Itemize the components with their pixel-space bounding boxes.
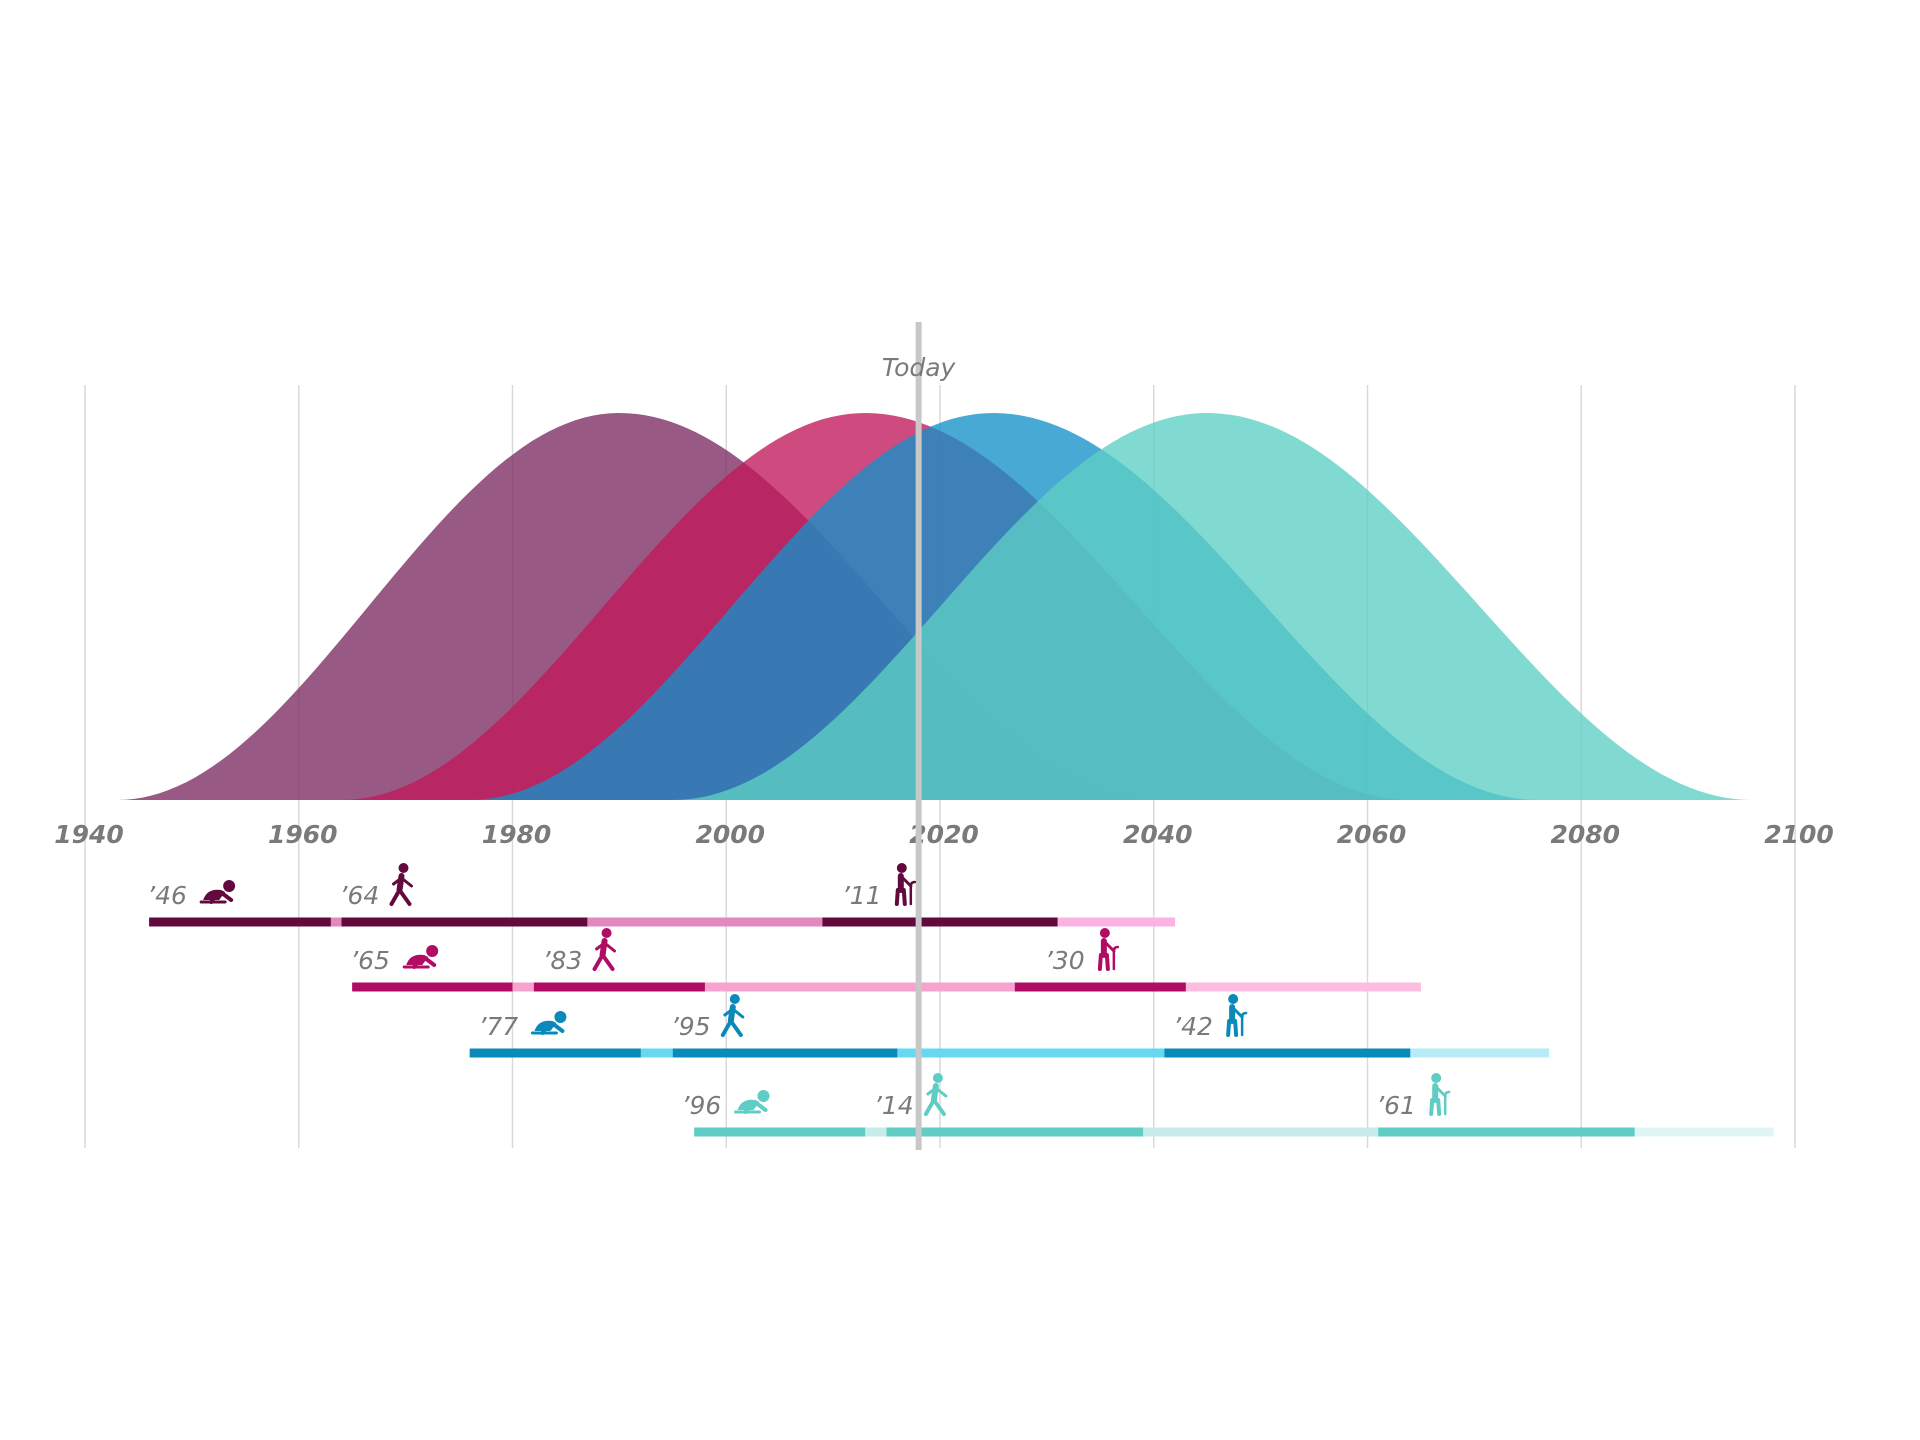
person-walking-icon xyxy=(389,863,413,906)
x-tick-label: 2000 xyxy=(695,820,765,849)
stage-segment-3 xyxy=(822,917,1058,927)
stage-segment-1 xyxy=(149,917,331,927)
x-tick-label: 2060 xyxy=(1337,820,1407,849)
stage-year-label: ’64 xyxy=(340,881,380,910)
stage-marker: ’11 xyxy=(842,863,917,910)
elderly-person-cane-icon xyxy=(1429,1073,1451,1116)
stage-marker: ’95 xyxy=(671,994,745,1041)
stage-segment-3 xyxy=(1014,982,1186,992)
lifespan-bars xyxy=(149,917,1774,1137)
generation-curve-4 xyxy=(672,413,1753,800)
stage-marker: ’30 xyxy=(1045,928,1120,975)
stage-segment-2 xyxy=(886,1127,1144,1137)
stage-segment-3 xyxy=(1164,1048,1411,1058)
today-marker: Today xyxy=(882,322,957,1150)
elderly-person-cane-icon xyxy=(1097,928,1120,971)
stage-year-label: ’61 xyxy=(1376,1091,1416,1120)
stage-year-label: ’14 xyxy=(874,1091,914,1120)
baby-crawling-icon xyxy=(402,945,439,969)
x-tick-label: 2100 xyxy=(1764,820,1834,849)
lifespan-row-3 xyxy=(469,1048,1550,1058)
x-tick-label: 2040 xyxy=(1123,820,1193,849)
stage-segment-2 xyxy=(533,982,705,992)
stage-segment-2 xyxy=(341,917,588,927)
x-tick-label: 1940 xyxy=(54,820,124,849)
stage-year-label: ’96 xyxy=(682,1091,722,1120)
stage-year-label: ’42 xyxy=(1173,1012,1213,1041)
stage-segment-1 xyxy=(352,982,513,992)
stage-year-label: ’95 xyxy=(671,1012,711,1041)
today-label: Today xyxy=(882,353,957,382)
stage-year-label: ’30 xyxy=(1045,946,1085,975)
person-walking-icon xyxy=(923,1073,948,1116)
stage-marker: ’77 xyxy=(478,1011,567,1041)
generation-curves xyxy=(117,413,1753,800)
stage-marker: ’96 xyxy=(682,1090,770,1120)
stage-marker: ’83 xyxy=(543,928,617,975)
x-axis: 1940 1960 1980 2000 2020 2040 2060 2080 2100 xyxy=(54,820,1834,849)
stage-marker: ’46 xyxy=(147,880,236,910)
person-walking-icon xyxy=(592,928,617,971)
stage-marker: ’14 xyxy=(874,1073,948,1120)
stage-markers: ’46 ’64 ’11 ’65 ’83 ’30 ’77 ’95 ’42 ’96 ’14 ’61 xyxy=(147,863,1451,1120)
person-walking-icon xyxy=(720,994,745,1037)
stage-marker: ’64 xyxy=(340,863,413,910)
stage-marker: ’61 xyxy=(1376,1073,1451,1120)
lifespan-row-1 xyxy=(149,917,1176,927)
x-tick-label: 1980 xyxy=(482,820,552,849)
stage-year-label: ’83 xyxy=(543,946,583,975)
lifespan-row-4 xyxy=(694,1127,1774,1137)
stage-year-label: ’77 xyxy=(478,1012,518,1041)
stage-marker: ’42 xyxy=(1173,994,1248,1041)
stage-year-label: ’11 xyxy=(842,881,882,910)
stage-segment-3 xyxy=(1378,1127,1635,1137)
x-tick-label: 2080 xyxy=(1550,820,1620,849)
stage-segment-2 xyxy=(672,1048,898,1058)
stage-segment-1 xyxy=(694,1127,866,1137)
stage-year-label: ’46 xyxy=(147,881,187,910)
stage-marker: ’65 xyxy=(350,945,439,975)
baby-crawling-icon xyxy=(199,880,236,904)
stage-segment-1 xyxy=(469,1048,641,1058)
baby-crawling-icon xyxy=(530,1011,567,1035)
stage-year-label: ’65 xyxy=(350,946,390,975)
baby-crawling-icon xyxy=(734,1090,770,1114)
elderly-person-cane-icon xyxy=(894,863,917,906)
elderly-person-cane-icon xyxy=(1226,994,1248,1037)
x-tick-label: 1960 xyxy=(268,820,338,849)
lifespan-row-2 xyxy=(352,982,1421,992)
